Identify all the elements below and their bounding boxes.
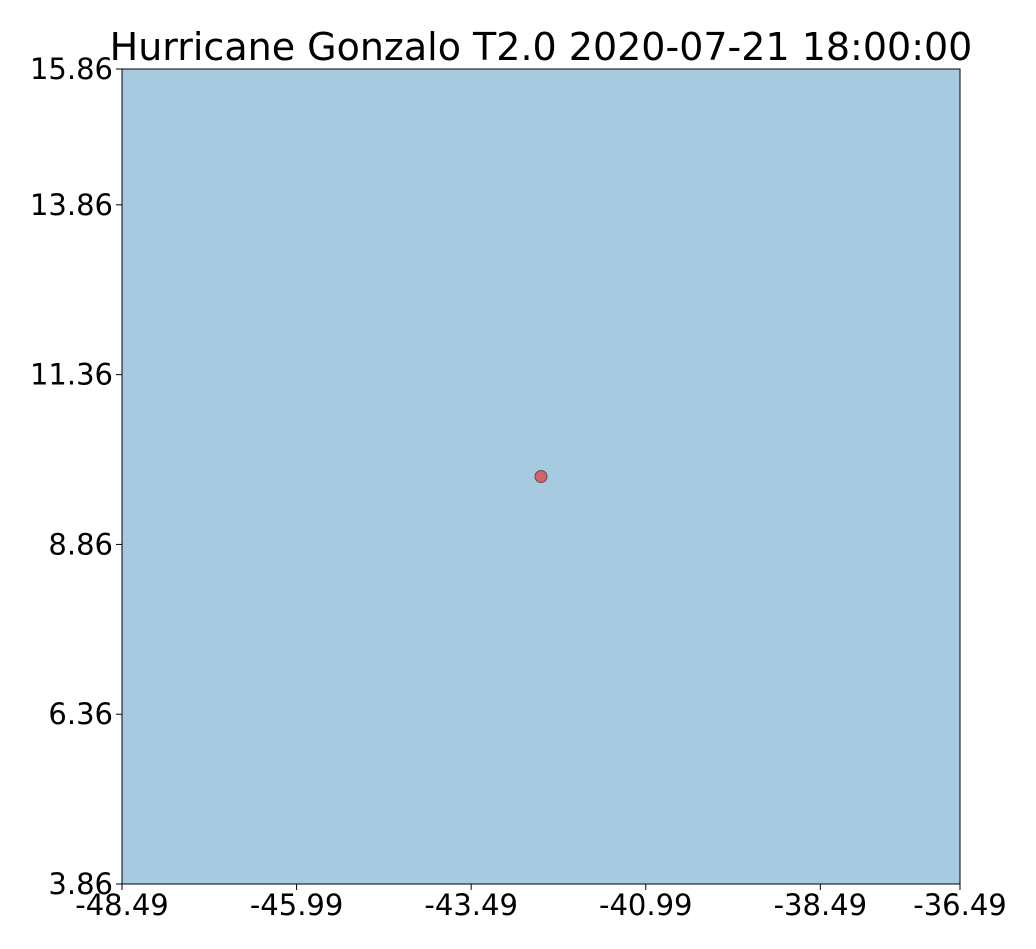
x-tick-label: -45.99 [250,888,344,922]
y-tick-label: 15.86 [30,52,113,86]
storm-center-point [534,470,548,483]
y-tick-label: 13.86 [30,188,113,222]
y-tick-label: 8.86 [48,527,113,561]
y-tick-label: 6.36 [48,697,113,731]
y-tick-label: 11.36 [30,358,113,392]
x-tick-label: -36.49 [913,888,1007,922]
map-frame [121,68,961,885]
x-tick-label: -38.49 [774,888,868,922]
y-tick-label: 3.86 [48,867,113,901]
y-axis-ticks: 3.86 6.36 8.86 11.36 13.86 15.86 [30,52,122,901]
x-tick-label: -40.99 [599,888,693,922]
x-axis-ticks: -48.49 -45.99 -43.49 -40.99 -38.49 -36.49 [75,884,1007,922]
chart-title: Hurricane Gonzalo T2.0 2020-07-21 18:00:… [110,25,973,69]
storm-points [534,470,548,483]
x-tick-label: -48.49 [75,888,169,922]
x-tick-label: -43.49 [424,888,518,922]
